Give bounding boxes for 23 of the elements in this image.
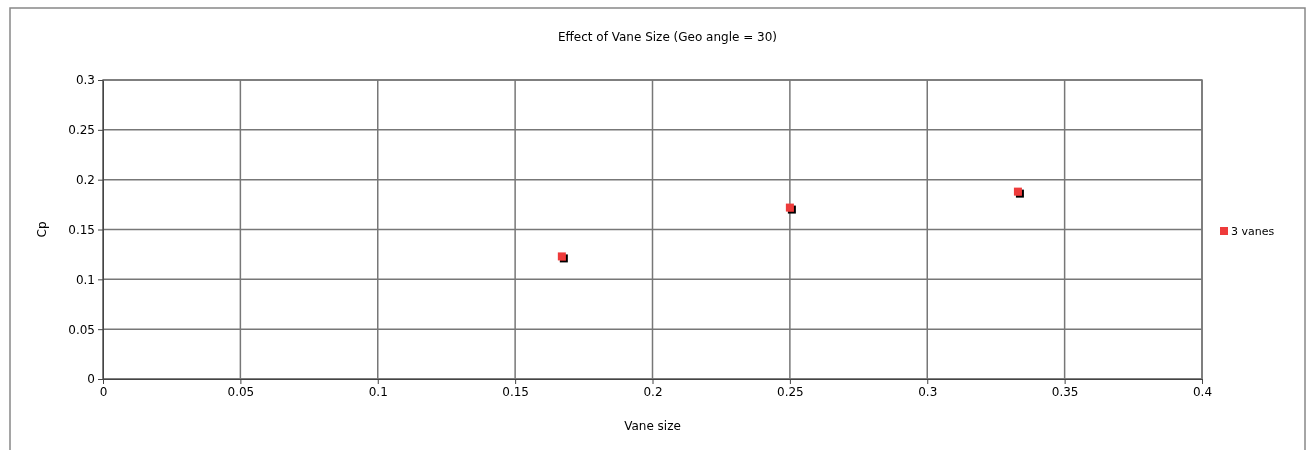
y-tick-label: 0.15 <box>68 222 95 237</box>
y-tick-label: 0.1 <box>75 272 95 287</box>
point <box>785 203 794 212</box>
y-tick-label: 0 <box>87 372 95 387</box>
point <box>557 252 566 261</box>
x-tick-label: 0.15 <box>502 384 529 399</box>
x-tick-label: 0.3 <box>918 384 938 399</box>
y-tick-label: 0.25 <box>68 123 95 138</box>
x-tick-label: 0.05 <box>227 384 255 399</box>
y-tick-label: 0.2 <box>75 173 95 188</box>
x-tick-label: 0.4 <box>1192 384 1213 399</box>
legend-label: 3 vanes <box>1231 225 1275 238</box>
x-axis-title: Vane size <box>624 419 681 433</box>
point <box>1013 187 1022 196</box>
x-tick-label: 0.25 <box>777 384 804 399</box>
x-tick-label: 0.2 <box>643 384 663 399</box>
x-tick-label: 0.1 <box>368 384 388 399</box>
x-tick-label: 0.35 <box>1051 384 1079 399</box>
y-tick-label: 0.3 <box>75 73 95 88</box>
y-axis-title: Cp <box>35 221 49 238</box>
y-tick-label: 0.05 <box>68 322 95 337</box>
chart-title: Effect of Vane Size (Geo angle = 30) <box>557 30 778 44</box>
x-tick-label: 0 <box>99 384 108 399</box>
